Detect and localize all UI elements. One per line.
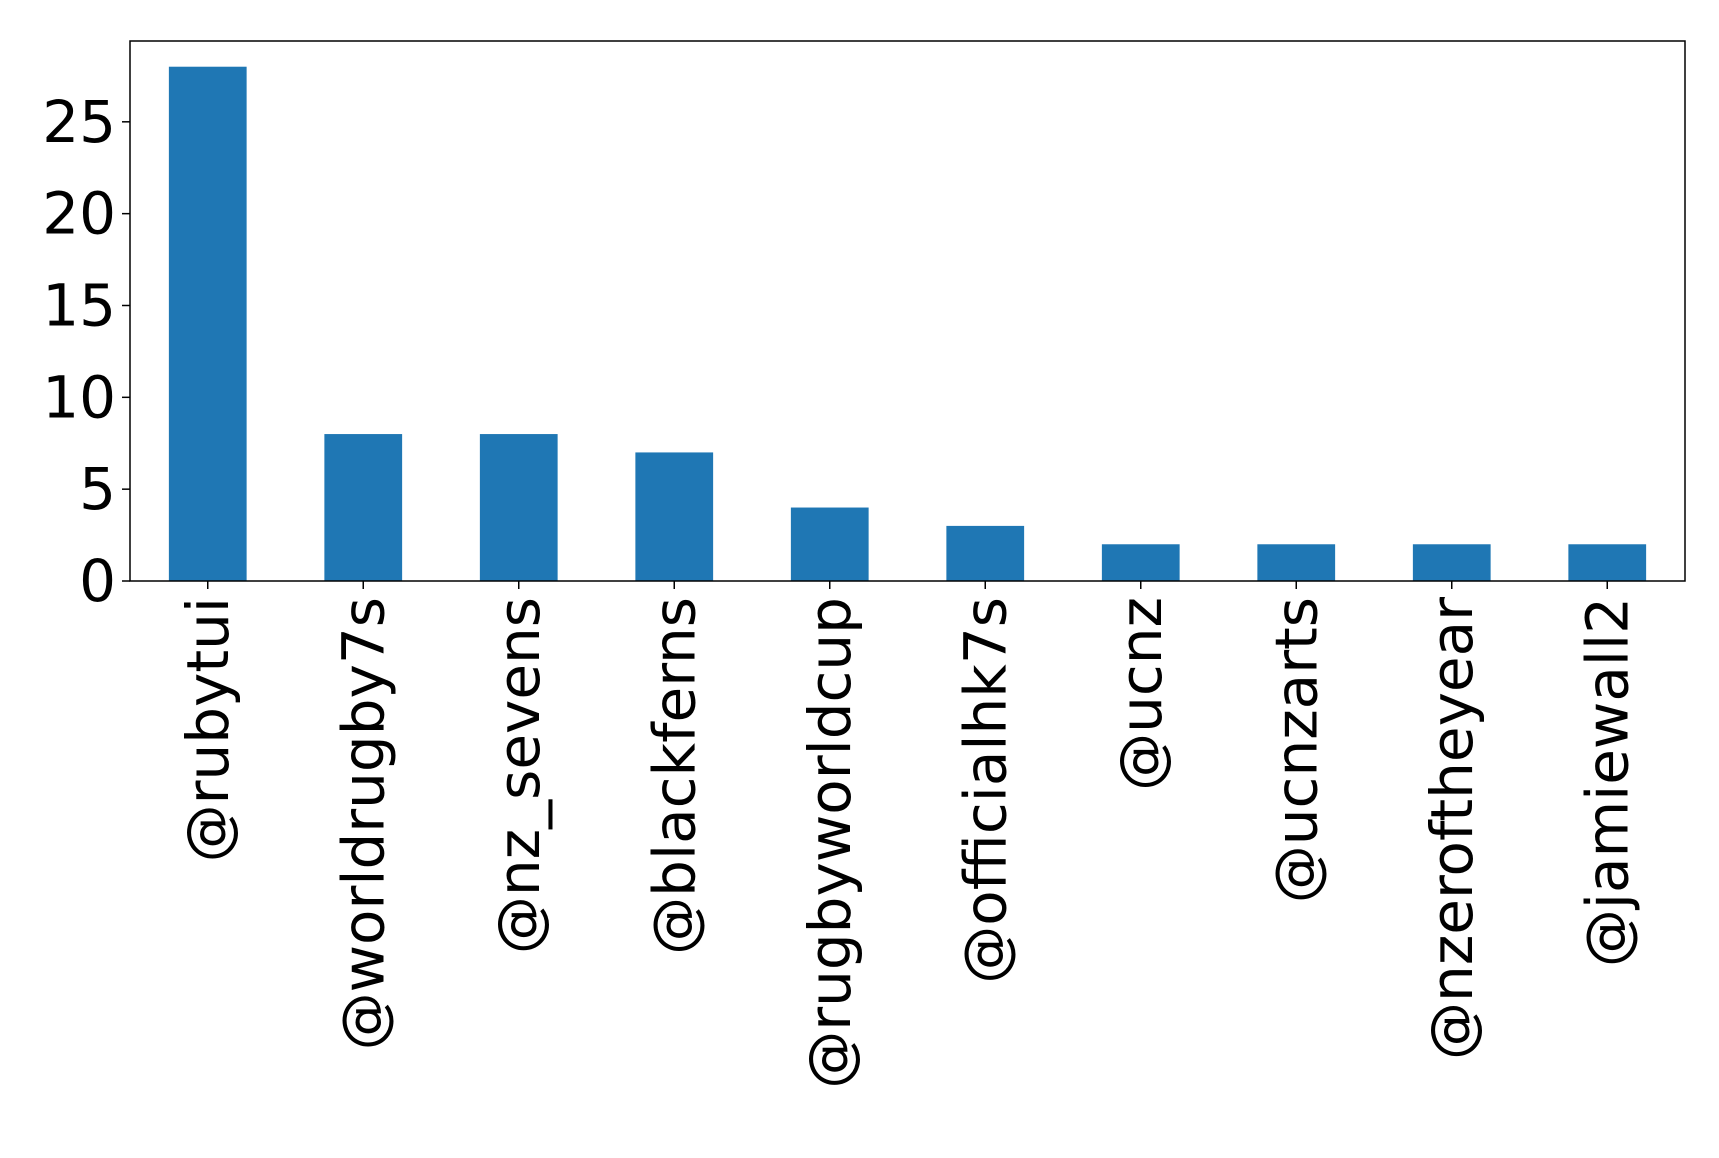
bar-blackferns	[635, 452, 714, 581]
y-axis: 0 5 10 15 20 25	[42, 88, 130, 615]
bar-worldrugby7s	[324, 434, 403, 581]
x-tick-label: @officialhk7s	[951, 597, 1019, 984]
x-tick-label: @blackferns	[640, 597, 708, 955]
bar-rubytui	[168, 66, 247, 581]
bar-officialhk7s	[946, 525, 1025, 581]
y-tick-label: 5	[79, 455, 116, 523]
x-tick-label: @ucnzarts	[1262, 597, 1330, 903]
bar-nzsevens	[479, 434, 558, 581]
x-tick-label: @rugbyworldcup	[796, 597, 864, 1089]
bar-rugbyworldcup	[790, 507, 869, 581]
y-tick-label: 20	[42, 180, 116, 248]
y-tick-label: 0	[79, 547, 116, 615]
x-tick-label: @rubytui	[174, 597, 242, 862]
y-tick-label: 25	[42, 88, 116, 156]
bar-jamiewall2	[1568, 544, 1647, 581]
y-tick-label: 15	[42, 271, 116, 339]
x-tick-label: @worldrugby7s	[329, 597, 397, 1050]
bars-group	[168, 66, 1647, 581]
y-tick-label: 10	[42, 363, 116, 431]
x-tick-label: @ucnz	[1107, 597, 1175, 791]
x-tick-label: @nzeroftheyear	[1418, 597, 1486, 1060]
bar-nzeroftheyear	[1412, 544, 1491, 581]
x-tick-label: @jamiewall2	[1573, 597, 1641, 967]
bar-ucnzarts	[1257, 544, 1336, 581]
bar-ucnz	[1101, 544, 1180, 581]
x-tick-label: @nz_sevens	[485, 597, 553, 954]
plot-frame	[129, 40, 1686, 582]
x-axis: @rubytui @worldrugby7s @nz_sevens @blackfer…	[174, 581, 1641, 1089]
